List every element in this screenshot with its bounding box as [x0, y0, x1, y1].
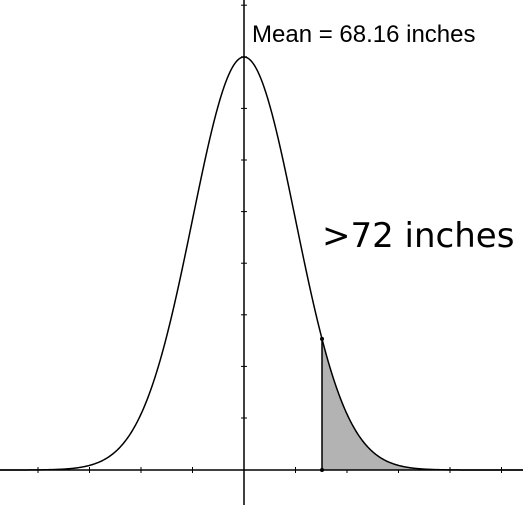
- cutoff-axis-point: [320, 468, 324, 472]
- region-label: >72 inches: [322, 216, 514, 256]
- shaded-tail-region: [322, 338, 523, 470]
- cutoff-curve-point: [320, 336, 324, 341]
- normal-curve: [0, 56, 523, 471]
- mean-label: Mean = 68.16 inches: [252, 21, 476, 48]
